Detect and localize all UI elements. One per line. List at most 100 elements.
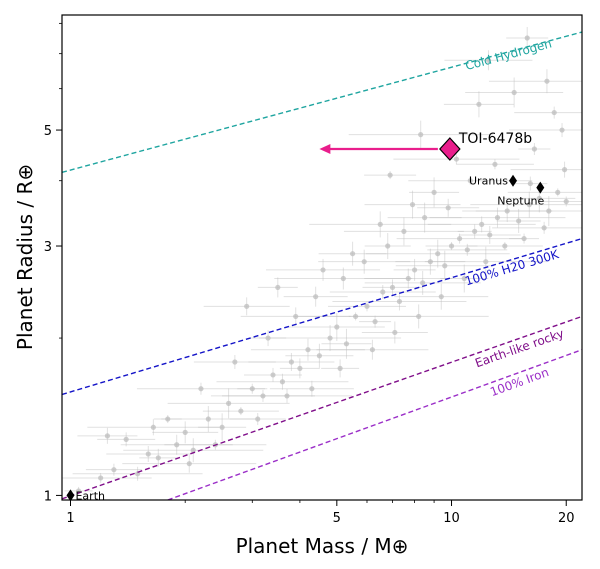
population-point (396, 298, 403, 305)
population-point (511, 89, 517, 96)
population-point (309, 386, 315, 392)
population-point (392, 329, 398, 336)
population-point (150, 424, 156, 430)
population-point (435, 251, 441, 257)
population-point (524, 35, 530, 41)
population-point (104, 433, 111, 439)
population-point (487, 232, 493, 238)
population-point (340, 275, 346, 282)
population-point (377, 221, 383, 227)
population-point (255, 416, 261, 422)
population-point (145, 451, 151, 457)
population-point (516, 218, 522, 224)
population-point (504, 208, 510, 214)
population-point (343, 341, 350, 347)
x-axis-label: Planet Mass / M⊕ (236, 534, 409, 558)
marker-uranus (509, 174, 518, 187)
population-point (288, 359, 295, 365)
population-point (479, 221, 485, 227)
population-point (389, 284, 396, 291)
curve-100-iron (167, 349, 582, 500)
population-point (284, 393, 290, 399)
population-point (327, 335, 333, 341)
population-point (445, 205, 451, 211)
population-point (551, 109, 557, 116)
population-point (485, 57, 492, 63)
population-point (238, 408, 244, 414)
population-point (369, 347, 376, 353)
population-point (380, 289, 386, 295)
x-tick-label-10: 10 (443, 511, 460, 526)
population-point (401, 228, 407, 234)
population-point (561, 167, 568, 173)
population-point (98, 475, 104, 481)
population-point (232, 359, 238, 365)
population-point (226, 400, 232, 406)
population-point (305, 347, 311, 353)
population-point (416, 313, 422, 320)
population-point (349, 251, 356, 257)
population-point (526, 202, 532, 208)
population-point (555, 189, 561, 195)
population-point (275, 284, 281, 291)
y-tick-label-5: 5 (44, 124, 52, 139)
population-point (453, 156, 460, 162)
population-point (461, 275, 467, 282)
population-point (527, 180, 533, 187)
population-point (409, 202, 416, 208)
population-point (260, 393, 266, 399)
population-point (531, 146, 537, 152)
population-point (270, 372, 276, 378)
population-point (427, 259, 433, 265)
target-label: TOI-6478b (458, 131, 532, 147)
population-point (492, 161, 498, 167)
population-point (372, 319, 378, 325)
population-point (385, 243, 391, 249)
population-point (521, 235, 527, 242)
plot-frame (61, 14, 583, 501)
population-point (483, 259, 489, 265)
population-point (297, 365, 303, 371)
population-point (448, 243, 455, 249)
y-tick-label-3: 3 (44, 240, 52, 255)
population-point (219, 424, 225, 430)
population-point (546, 208, 552, 214)
y-axis-label: Planet Radius / R⊕ (13, 164, 37, 350)
y-tick-label-1: 1 (44, 489, 52, 504)
population-point (422, 215, 428, 221)
label-earth: Earth (75, 489, 105, 502)
population-point (361, 259, 367, 265)
population-point (387, 172, 393, 178)
population-point (411, 267, 418, 273)
population-point (541, 225, 547, 231)
population-point (476, 101, 482, 107)
population-point (123, 436, 129, 442)
population-point (249, 386, 255, 392)
population-point (313, 294, 319, 300)
population-point (405, 275, 411, 282)
x-tick-label-1: 1 (66, 511, 74, 526)
population-point (182, 429, 188, 435)
population-point (320, 267, 326, 273)
curve-100-h20-300k (62, 237, 582, 396)
curve-label-100-iron: 100% Iron (488, 365, 550, 399)
population-point (190, 447, 196, 453)
population-point (456, 235, 463, 242)
population-point (563, 198, 569, 205)
population-point (544, 78, 550, 84)
curve-label-100-h20-300k: 100% H20 300K (463, 247, 561, 289)
population-point (464, 247, 470, 253)
marker-neptune (536, 181, 545, 194)
population-point (293, 313, 299, 320)
x-tick-label-20: 20 (558, 511, 575, 526)
population-point (420, 280, 426, 286)
population-point (536, 195, 542, 202)
population-point (165, 416, 171, 422)
population-point (418, 132, 424, 138)
curve-earth-like-rocky (62, 315, 582, 500)
population-point (265, 335, 271, 341)
population-point (198, 386, 204, 392)
population-point (205, 416, 211, 422)
